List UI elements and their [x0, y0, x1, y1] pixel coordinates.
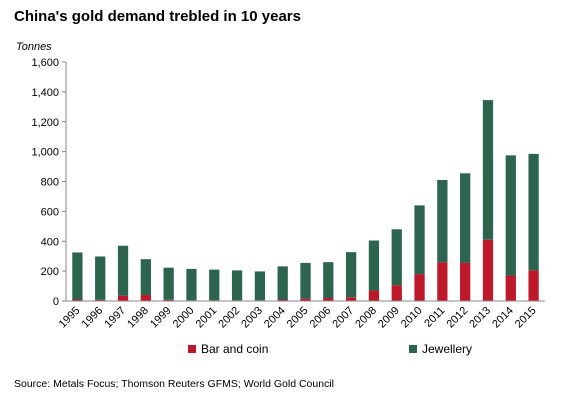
x-axis: 1995199619971998199920002001200220032004…	[57, 300, 545, 331]
bar-jewellery-2006	[323, 262, 334, 299]
x-tick-label: 2002	[216, 305, 242, 331]
bar-jewellery-2014	[505, 155, 516, 276]
bar-jewellery-2004	[277, 266, 288, 300]
bar-jewellery-2001	[209, 269, 220, 301]
x-tick-label: 2006	[308, 305, 334, 331]
bar-bar-and-coin-2014	[505, 275, 516, 301]
bar-bar-and-coin-1998	[140, 295, 151, 301]
source-note: Source: Metals Focus; Thomson Reuters GF…	[14, 378, 334, 390]
x-tick-label: 2012	[444, 305, 470, 331]
x-tick-label: 2010	[399, 305, 425, 331]
y-tick-label: 200	[41, 266, 59, 278]
x-tick-label: 2014	[490, 305, 516, 331]
bar-jewellery-2012	[460, 173, 471, 263]
bar-bar-and-coin-1999	[163, 299, 174, 301]
legend-label-jewellery: Jewellery	[422, 342, 472, 356]
bar-jewellery-2005	[300, 262, 311, 299]
bar-jewellery-1995	[72, 252, 83, 300]
x-tick-label: 2008	[353, 305, 379, 331]
bar-bar-and-coin-1995	[72, 299, 83, 301]
bar-jewellery-2011	[437, 180, 448, 263]
bar-jewellery-1996	[95, 256, 106, 300]
bar-jewellery-2008	[368, 240, 380, 291]
x-tick-label: 1997	[102, 305, 128, 331]
bar-bar-and-coin-2013	[482, 239, 494, 301]
bar-jewellery-2000	[186, 268, 197, 301]
bar-jewellery-2002	[231, 270, 243, 301]
bar-bar-and-coin-2004	[277, 299, 288, 301]
bar-jewellery-2015	[528, 153, 539, 271]
x-tick-label: 2013	[467, 305, 493, 331]
bar-bar-and-coin-1996	[95, 299, 106, 301]
bar-jewellery-1997	[117, 245, 129, 296]
bar-bar-and-coin-2008	[368, 290, 380, 301]
y-tick-label: 400	[41, 236, 59, 248]
bars	[72, 100, 539, 301]
bar-bar-and-coin-2015	[528, 270, 539, 301]
bar-bar-and-coin-2005	[300, 298, 311, 301]
x-tick-label: 2011	[422, 305, 447, 330]
x-tick-label: 1999	[148, 305, 174, 331]
x-tick-label: 2005	[285, 305, 311, 331]
bar-bar-and-coin-2009	[391, 285, 402, 301]
bar-jewellery-1999	[163, 267, 174, 300]
bar-jewellery-2003	[254, 271, 266, 301]
bar-jewellery-2007	[345, 252, 357, 298]
y-axis: 0 200 400 600 800 1,000 1,200 1,400 1,600	[31, 57, 67, 308]
bar-bar-and-coin-2010	[414, 274, 425, 301]
y-tick-label: 0	[53, 296, 59, 308]
bar-bar-and-coin-2006	[323, 298, 334, 301]
x-tick-label: 2007	[330, 305, 356, 331]
bar-jewellery-2013	[482, 100, 494, 240]
legend-swatch-bar-and-coin	[188, 345, 196, 353]
chart-title: China's gold demand trebled in 10 years	[14, 8, 301, 25]
legend-swatch-jewellery	[409, 345, 417, 353]
y-tick-label: 800	[41, 177, 59, 189]
y-tick-label: 1,600	[31, 57, 59, 69]
bar-jewellery-1998	[140, 259, 151, 296]
bar-bar-and-coin-2012	[460, 262, 471, 301]
x-tick-label: 2004	[262, 305, 288, 331]
y-tick-label: 1,000	[31, 147, 59, 159]
y-axis-unit-label: Tonnes	[16, 41, 52, 53]
x-tick-label: 1995	[57, 305, 83, 331]
y-tick-label: 1,400	[31, 87, 59, 99]
bar-bar-and-coin-2011	[437, 262, 448, 301]
x-tick-label: 1996	[80, 305, 106, 331]
x-tick-label: 2001	[194, 305, 220, 331]
y-tick-label: 1,200	[31, 117, 59, 129]
legend-label-bar-and-coin: Bar and coin	[201, 342, 268, 356]
bar-jewellery-2009	[391, 229, 402, 286]
x-tick-label: 1998	[125, 305, 151, 331]
x-tick-label: 2000	[171, 305, 197, 331]
x-tick-label: 2003	[239, 305, 265, 331]
x-tick-label: 2015	[513, 305, 539, 331]
legend: Bar and coin Jewellery	[188, 342, 472, 356]
bar-bar-and-coin-1997	[117, 295, 129, 301]
x-tick-label: 2009	[376, 305, 402, 331]
y-tick-label: 600	[41, 206, 59, 218]
bar-bar-and-coin-2007	[345, 297, 357, 301]
bar-jewellery-2010	[414, 205, 425, 275]
